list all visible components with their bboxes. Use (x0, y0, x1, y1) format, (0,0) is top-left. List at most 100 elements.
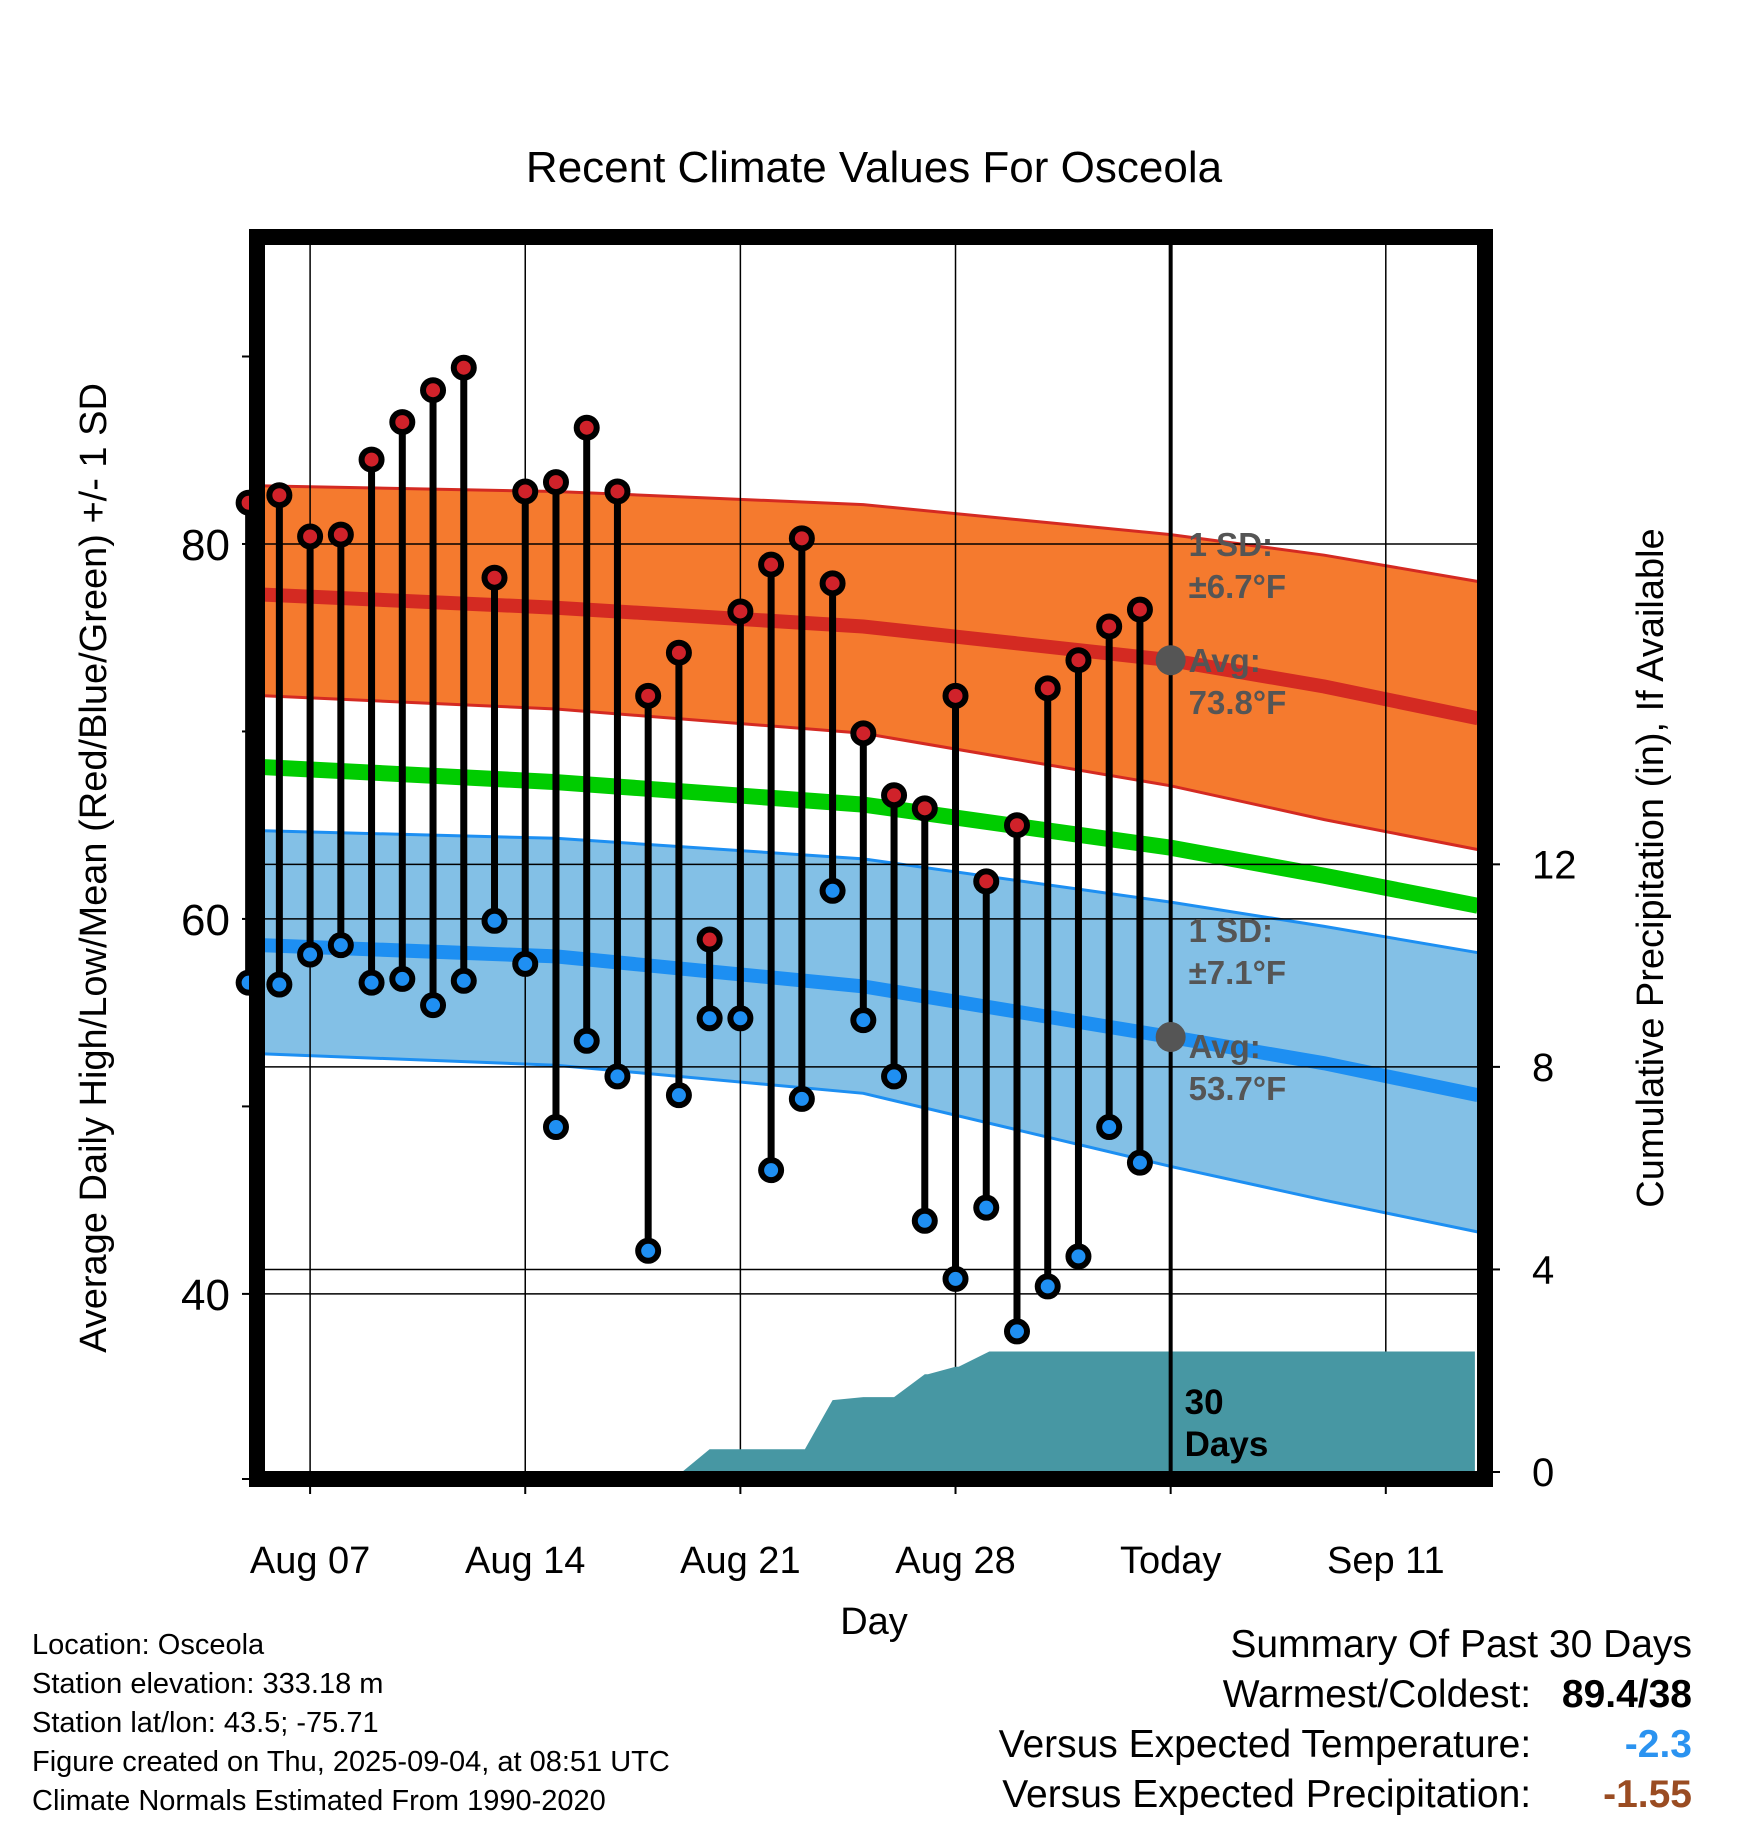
y-tick-label-right: 8 (1532, 1046, 1554, 1090)
daily-low-point (696, 1005, 723, 1032)
daily-high-point (297, 523, 324, 550)
daily-high-point (819, 570, 846, 597)
y-axis-label-left: Average Daily High/Low/Mean (Red/Blue/Gr… (73, 383, 115, 1353)
daily-low-point (481, 907, 508, 934)
high-sd-label: 1 SD: (1189, 526, 1273, 563)
daily-high-point (665, 639, 692, 666)
x-tick-label: Aug 21 (680, 1540, 800, 1582)
x-tick-label: Aug 28 (895, 1540, 1015, 1582)
daily-high-point (1034, 675, 1061, 702)
daily-high-point (1096, 613, 1123, 640)
summary-title: Summary Of Past 30 Days (1230, 1623, 1692, 1666)
y-tick-label-left: 60 (181, 896, 230, 945)
x-axis-label: Day (840, 1601, 908, 1643)
daily-low-point (911, 1207, 938, 1234)
chart-title: Recent Climate Values For Osceola (526, 143, 1223, 192)
daily-low-point (942, 1265, 969, 1292)
daily-high-point (788, 525, 815, 552)
y-tick-label-left: 40 (181, 1271, 230, 1320)
high-avg-label: Avg: (1189, 642, 1261, 679)
daily-high-point (635, 682, 662, 709)
days-count-label: 30 (1185, 1383, 1224, 1422)
station-info: Location: Osceola Station elevation: 333… (32, 1626, 670, 1821)
high-sd-value: ±6.7°F (1189, 568, 1286, 605)
daily-low-point (604, 1063, 631, 1090)
daily-high-point (266, 482, 293, 509)
daily-high-point (881, 782, 908, 809)
daily-high-point (850, 720, 877, 747)
daily-high-point (450, 354, 477, 381)
low-avg-value: 53.7°F (1189, 1070, 1287, 1107)
daily-low-point (266, 971, 293, 998)
summary-precip-row: Versus Expected Precipitation: -1.55 (999, 1770, 1692, 1820)
high-avg-value: 73.8°F (1189, 684, 1287, 721)
daily-high-point (973, 868, 1000, 895)
daily-high-point (420, 377, 447, 404)
elevation-text: Station elevation: 333.18 m (32, 1668, 384, 1700)
x-tick-label: Aug 14 (465, 1540, 585, 1582)
daily-high-point (481, 564, 508, 591)
daily-low-point (788, 1085, 815, 1112)
daily-low-point (512, 950, 539, 977)
low-avg-label: Avg: (1189, 1028, 1261, 1065)
plot-frame (249, 229, 1493, 1487)
today-low-average-marker (1155, 1022, 1186, 1053)
daily-high-point (389, 409, 416, 436)
daily-low-point (327, 932, 354, 959)
location-text: Location: Osceola (32, 1629, 265, 1661)
daily-low-point (819, 877, 846, 904)
summary-temp-label: Versus Expected Temperature: (998, 1723, 1532, 1766)
summary-panel: Summary Of Past 30 Days Warmest/Coldest:… (999, 1620, 1692, 1820)
daily-low-point (850, 1007, 877, 1034)
low-sd-band (264, 830, 1478, 1232)
daily-high-point (358, 446, 385, 473)
summary-precip-value: -1.55 (1603, 1773, 1692, 1816)
precipitation-area (682, 1351, 1475, 1472)
daily-high-point (1065, 647, 1092, 674)
x-tick-label: Aug 07 (250, 1540, 370, 1582)
daily-low-point (573, 1027, 600, 1054)
daily-low-point (358, 969, 385, 996)
daily-low-point (635, 1237, 662, 1264)
daily-low-point (420, 992, 447, 1019)
summary-precip-label: Versus Expected Precipitation: (1002, 1773, 1532, 1816)
daily-low-point (389, 965, 416, 992)
summary-warmest-label: Warmest/Coldest: (1222, 1673, 1532, 1716)
daily-high-point (942, 682, 969, 709)
latlon-text: Station lat/lon: 43.5; -75.71 (32, 1707, 379, 1739)
daily-high-point (542, 469, 569, 496)
y-tick-label-right: 12 (1532, 843, 1577, 887)
x-tick-label: Today (1120, 1540, 1221, 1582)
created-text: Figure created on Thu, 2025-09-04, at 08… (32, 1746, 670, 1778)
high-sd-band (264, 485, 1478, 850)
daily-high-point (604, 478, 631, 505)
x-tick-label: Sep 11 (1327, 1540, 1445, 1582)
daily-high-point (1126, 596, 1153, 623)
daily-high-point (1003, 812, 1030, 839)
summary-temp-value: -2.3 (1624, 1723, 1692, 1766)
high-sd-lower-line (263, 694, 1479, 852)
daily-low-point (1003, 1318, 1030, 1345)
y-tick-label-left: 80 (181, 521, 230, 570)
daily-low-point (758, 1157, 785, 1184)
daily-low-point (881, 1063, 908, 1090)
daily-low-point (1034, 1273, 1061, 1300)
daily-high-point (512, 478, 539, 505)
daily-high-point (727, 598, 754, 625)
y-tick-label-right: 4 (1532, 1248, 1554, 1292)
daily-low-point (1096, 1114, 1123, 1141)
daily-high-point (758, 551, 785, 578)
today-high-average-marker (1155, 645, 1186, 676)
daily-low-point (297, 941, 324, 968)
daily-high-point (911, 795, 938, 822)
summary-warmest-value: 89.4/38 (1561, 1673, 1692, 1716)
daily-low-point (1065, 1243, 1092, 1270)
y-tick-label-right: 0 (1532, 1451, 1554, 1495)
high-sd-upper-line (263, 484, 1479, 583)
days-word-label: Days (1185, 1425, 1269, 1464)
daily-low-point (973, 1194, 1000, 1221)
daily-low-point (1126, 1149, 1153, 1176)
daily-high-point (573, 414, 600, 441)
low-sd-value: ±7.1°F (1189, 954, 1286, 991)
